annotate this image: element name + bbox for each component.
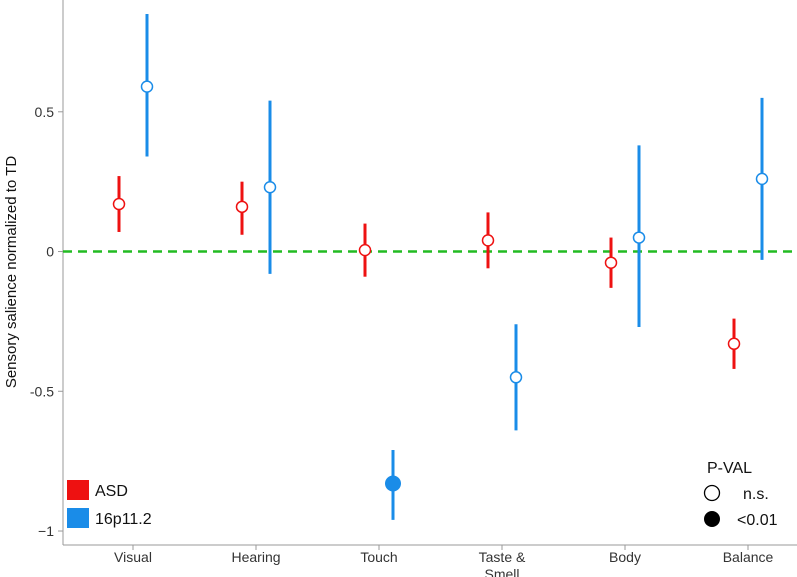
pvalue-legend: P-VAL n.s. <0.01 [703,460,778,529]
pvalue-legend-filled-marker [704,511,720,527]
pvalue-legend-open-marker [703,484,721,502]
y-axis-title: Sensory salience normalized to TD [3,156,20,388]
point-marker-asd [358,243,372,257]
point-marker-asd [235,200,249,214]
legend-swatch-16p11 [67,508,89,528]
x-tick-label: Body [609,549,641,565]
point-marker-asd [481,234,495,247]
pvalue-legend-label-ns: n.s. [743,486,769,503]
point-marker-asd [604,256,618,269]
y-tick-label: -0.5 [30,383,54,399]
legend-label-16p11: 16p11.2 [95,511,152,528]
point-marker-16p11-2-significant [385,475,401,492]
legend-swatch-asd [67,480,89,500]
point-marker-asd [727,337,741,351]
point-marker-16p11-2 [263,181,277,194]
point-marker-16p11-2 [140,80,154,93]
point-marker-16p11-2 [755,172,769,186]
point-marker-16p11-2 [632,231,646,244]
pvalue-legend-title: P-VAL [707,460,752,477]
point-marker-16p11-2 [509,371,523,384]
x-tick-label: Taste & Smell [479,549,526,577]
x-tick-label: Balance [723,549,774,565]
x-tick-label: Visual [114,549,152,565]
series-legend: ASD 16p11.2 [67,480,152,528]
legend-label-asd: ASD [95,483,128,500]
point-marker-asd [112,197,126,211]
x-tick-label: Hearing [231,549,280,565]
x-tick-label: Touch [360,549,397,565]
y-tick-label: 0.5 [35,104,55,120]
y-tick-label: 0 [46,244,54,260]
y-tick-label: −1 [38,523,54,539]
pvalue-legend-label-sig: <0.01 [737,512,778,529]
